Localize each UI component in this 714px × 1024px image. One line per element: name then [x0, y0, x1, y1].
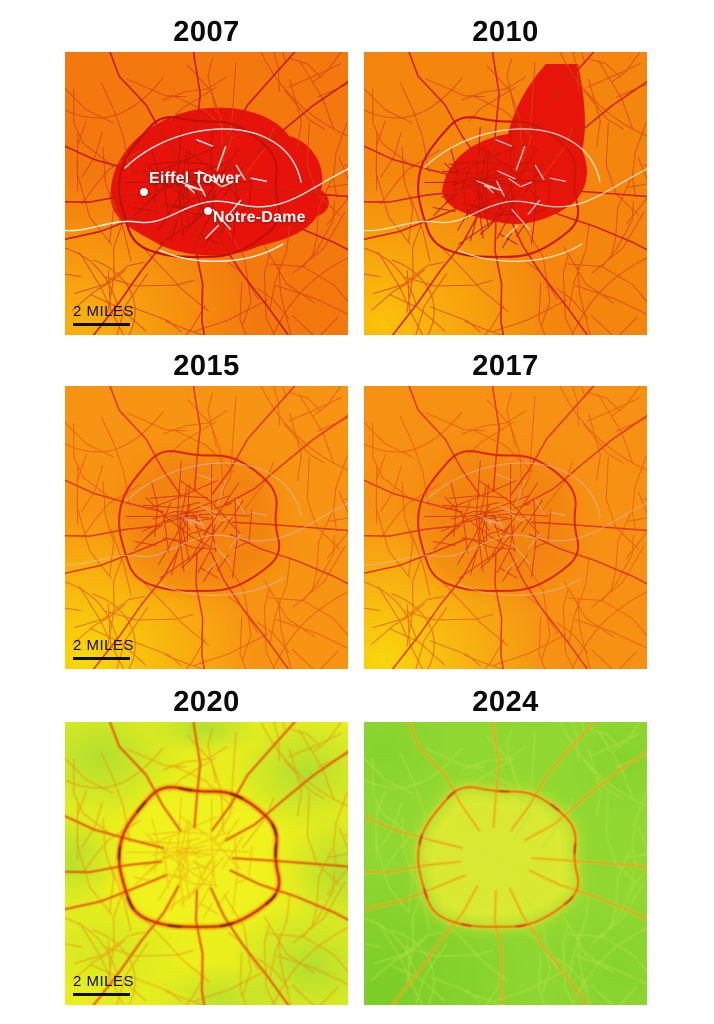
map-2017: [364, 386, 647, 669]
scale-bar-rule: [73, 657, 130, 660]
panel-2015: 2015 2 MILES: [65, 348, 348, 669]
map-2007: 2 MILES Eiffel Tower Notre-Dame: [65, 52, 348, 335]
panel-title: 2010: [472, 16, 539, 48]
scale-bar: 2 MILES: [73, 973, 134, 996]
map-svg: [65, 52, 348, 335]
panel-2017: 2017: [364, 348, 647, 669]
map-2015: 2 MILES: [65, 386, 348, 669]
map-svg: [65, 386, 348, 669]
map-svg: [364, 52, 647, 335]
panel-title: 2020: [173, 686, 240, 718]
poi-dot: [140, 188, 148, 196]
panel-2010: 2010: [364, 14, 647, 335]
panel-title: 2024: [472, 686, 539, 718]
panel-2020: 2020 2 MILES: [65, 684, 348, 1005]
scale-bar-rule: [73, 993, 130, 996]
scale-bar-rule: [73, 323, 130, 326]
map-svg: [364, 722, 647, 1005]
poi-label: Notre-Dame: [213, 209, 306, 226]
panel-2024: 2024: [364, 684, 647, 1005]
map-2010: [364, 52, 647, 335]
map-svg: [364, 386, 647, 669]
scale-bar-label: 2 MILES: [73, 973, 135, 990]
poi-label: Eiffel Tower: [149, 170, 241, 187]
map-2020: 2 MILES: [65, 722, 348, 1005]
scale-bar: 2 MILES: [73, 303, 134, 326]
scale-bar-label: 2 MILES: [73, 303, 135, 320]
panel-title: 2017: [472, 350, 539, 382]
map-svg: [65, 722, 348, 1005]
panel-2007: 2007 2 MILES Eiffel Tower Notre-Dame: [65, 14, 348, 335]
panel-title: 2015: [173, 350, 240, 382]
map-2024: [364, 722, 647, 1005]
scale-bar: 2 MILES: [73, 637, 134, 660]
panel-title: 2007: [173, 16, 240, 48]
scale-bar-label: 2 MILES: [73, 637, 135, 654]
poi-dot: [204, 207, 212, 215]
